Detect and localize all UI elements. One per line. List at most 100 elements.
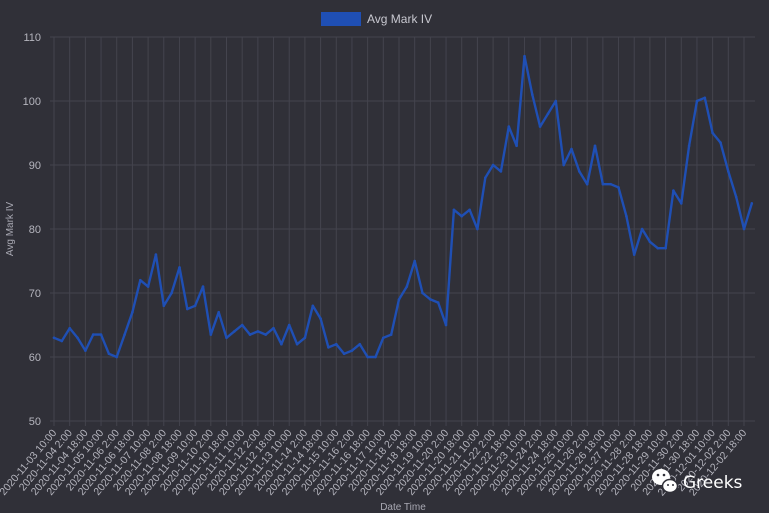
data-point bbox=[648, 240, 652, 244]
y-tick-label: 70 bbox=[29, 288, 41, 300]
data-point bbox=[413, 259, 417, 263]
data-point bbox=[217, 310, 220, 314]
data-point bbox=[178, 266, 181, 269]
data-point bbox=[491, 163, 495, 167]
data-point bbox=[303, 336, 307, 340]
data-point bbox=[358, 342, 362, 346]
data-point bbox=[240, 323, 244, 327]
watermark: Greeks bbox=[652, 469, 743, 494]
data-point bbox=[476, 227, 479, 231]
data-point bbox=[327, 346, 330, 349]
data-point bbox=[664, 246, 667, 250]
data-point bbox=[680, 202, 683, 205]
data-point bbox=[734, 195, 738, 199]
data-point bbox=[76, 336, 79, 340]
data-point bbox=[750, 202, 754, 205]
data-point bbox=[452, 208, 456, 212]
data-point bbox=[170, 291, 173, 295]
legend[interactable]: Avg Mark IV bbox=[321, 12, 432, 26]
data-point bbox=[123, 333, 126, 336]
y-axis-title: Avg Mark IV bbox=[5, 202, 16, 257]
data-point bbox=[154, 253, 158, 256]
data-point bbox=[632, 253, 636, 256]
data-point bbox=[272, 326, 275, 330]
data-point bbox=[703, 96, 707, 100]
data-point bbox=[695, 99, 699, 103]
data-point bbox=[727, 170, 730, 173]
data-point bbox=[201, 285, 205, 288]
data-point bbox=[115, 355, 118, 359]
wechat-icon bbox=[652, 469, 679, 494]
data-point bbox=[468, 208, 471, 212]
data-point bbox=[264, 333, 268, 336]
data-point bbox=[687, 144, 691, 148]
y-tick-label: 90 bbox=[29, 160, 41, 172]
data-point bbox=[609, 182, 612, 186]
data-point bbox=[538, 125, 542, 128]
data-point bbox=[742, 227, 746, 231]
series-layer bbox=[52, 54, 754, 359]
data-point bbox=[389, 333, 393, 336]
data-point bbox=[350, 349, 354, 352]
data-point bbox=[719, 141, 722, 144]
legend-label: Avg Mark IV bbox=[367, 12, 432, 26]
data-point bbox=[139, 278, 142, 282]
data-point bbox=[311, 304, 315, 308]
y-tick-label: 60 bbox=[29, 352, 41, 364]
data-point bbox=[186, 307, 189, 311]
data-point bbox=[52, 336, 56, 340]
data-point bbox=[374, 355, 377, 359]
x-axis-title: Date Time bbox=[380, 502, 426, 513]
data-point bbox=[562, 163, 565, 167]
data-point bbox=[507, 125, 511, 128]
y-tick-label: 50 bbox=[29, 416, 41, 428]
y-tick-label: 110 bbox=[23, 32, 41, 44]
data-point bbox=[570, 147, 573, 151]
data-point bbox=[421, 291, 424, 295]
data-point bbox=[295, 342, 299, 346]
grid bbox=[50, 36, 755, 426]
data-point bbox=[429, 298, 432, 301]
data-point bbox=[84, 349, 87, 352]
y-axis-ticks: 50 60 70 80 90 100 110 bbox=[23, 32, 41, 428]
data-point bbox=[711, 131, 714, 135]
y-tick-label: 100 bbox=[23, 96, 41, 108]
data-point bbox=[515, 144, 518, 148]
data-point bbox=[499, 170, 503, 173]
data-point bbox=[593, 144, 597, 148]
data-point bbox=[366, 355, 369, 359]
data-point bbox=[523, 54, 526, 58]
data-point bbox=[672, 189, 675, 192]
data-point bbox=[436, 301, 440, 304]
data-point bbox=[107, 352, 111, 356]
data-point bbox=[617, 186, 620, 189]
data-point bbox=[342, 352, 346, 356]
data-point bbox=[531, 93, 534, 96]
data-point bbox=[578, 170, 581, 173]
data-point bbox=[585, 182, 589, 186]
y-tick-label: 80 bbox=[29, 224, 41, 236]
data-point bbox=[554, 99, 558, 103]
data-point bbox=[68, 326, 71, 330]
series-line bbox=[52, 55, 753, 359]
data-point bbox=[546, 112, 550, 116]
data-point bbox=[382, 336, 385, 340]
watermark-text: Greeks bbox=[683, 473, 743, 493]
data-point bbox=[60, 339, 64, 343]
legend-swatch bbox=[321, 12, 361, 26]
data-point bbox=[131, 310, 134, 314]
data-point bbox=[460, 214, 464, 218]
data-point bbox=[99, 333, 103, 336]
data-point bbox=[640, 227, 644, 231]
data-point bbox=[256, 330, 260, 333]
data-point bbox=[248, 333, 252, 336]
data-point bbox=[280, 342, 283, 346]
data-point bbox=[601, 182, 605, 186]
data-point bbox=[233, 330, 236, 333]
data-point bbox=[335, 342, 338, 346]
data-point bbox=[287, 323, 291, 327]
